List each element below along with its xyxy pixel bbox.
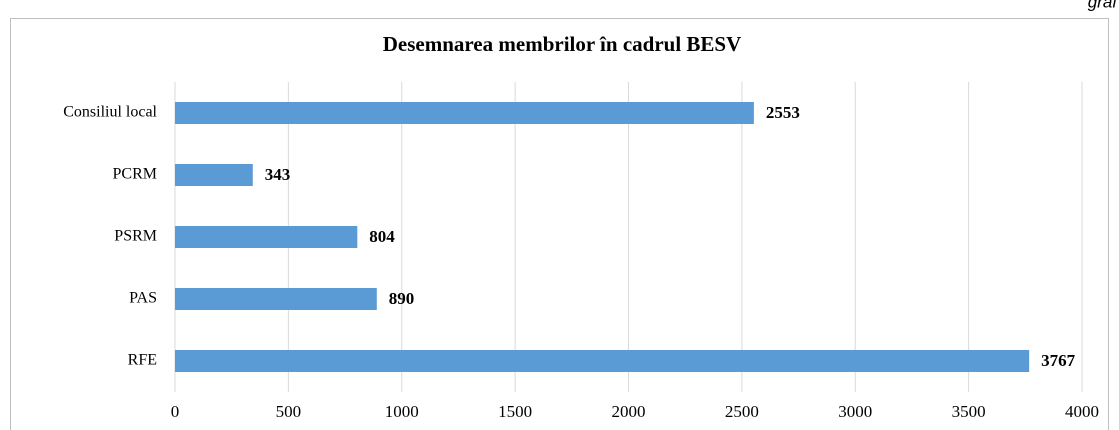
x-tick-label: 0 <box>171 402 180 421</box>
bar <box>175 350 1030 372</box>
bar <box>175 288 377 310</box>
data-label: 804 <box>369 227 395 246</box>
bar <box>175 164 253 186</box>
y-tick-label: Consiliul local <box>63 104 157 121</box>
y-tick-label: RFE <box>128 352 157 369</box>
x-tick-label: 3000 <box>838 402 872 421</box>
x-tick-label: 2000 <box>612 402 646 421</box>
chart-title: Desemnarea membrilor în cadrul BESV <box>383 32 742 56</box>
x-tick-label: 500 <box>276 402 302 421</box>
x-tick-label: 1500 <box>498 402 532 421</box>
bar <box>175 226 358 248</box>
x-tick-label: 1000 <box>385 402 419 421</box>
bar <box>175 102 754 124</box>
data-label: 3767 <box>1041 351 1076 370</box>
y-tick-label: PAS <box>129 290 157 307</box>
data-label: 2553 <box>766 103 800 122</box>
data-label: 343 <box>265 165 291 184</box>
y-tick-label: PCRM <box>113 166 157 183</box>
data-label: 890 <box>389 289 415 308</box>
x-tick-label: 3500 <box>952 402 986 421</box>
annotation: graf <box>1088 0 1119 11</box>
y-tick-label: PSRM <box>114 228 157 245</box>
x-tick-label: 4000 <box>1065 402 1099 421</box>
x-tick-label: 2500 <box>725 402 759 421</box>
